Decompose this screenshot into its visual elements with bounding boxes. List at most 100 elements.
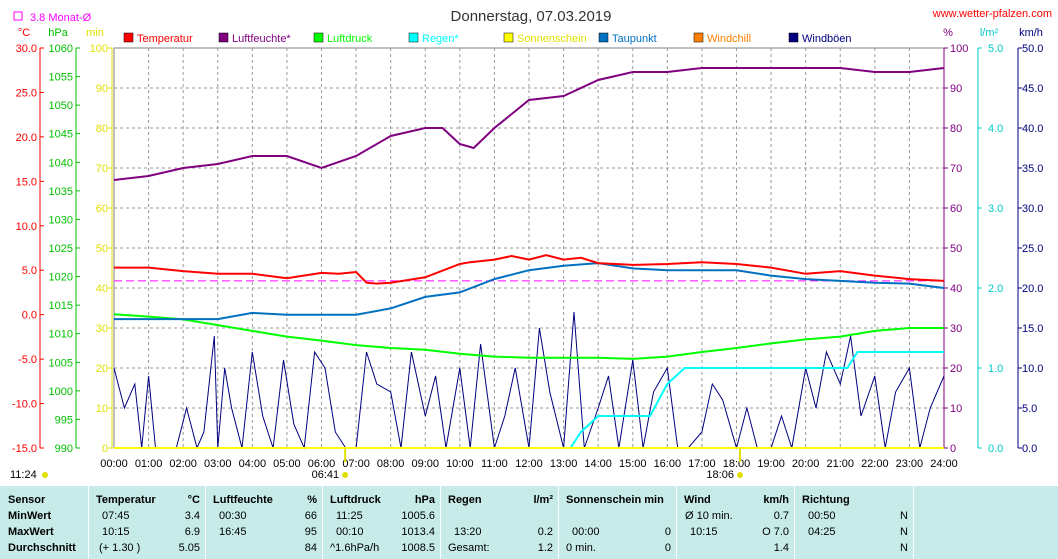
- x-tick-label: 00:00: [100, 458, 128, 470]
- daylength-icon: [42, 472, 48, 478]
- hdr-press-unit: hPa: [414, 494, 435, 506]
- hdr-hum-unit: %: [307, 494, 317, 506]
- press-max-time: 00:10: [336, 526, 364, 538]
- sun-total-val: 0: [664, 542, 671, 554]
- legend-label-windb-en: Windböen: [802, 33, 852, 45]
- hdr-wind-unit: km/h: [763, 494, 789, 506]
- axis-label-min: 90: [96, 83, 108, 95]
- stats-col-humidity: Luftfeuchte % 00:30 66 16:45 95 84: [205, 486, 323, 559]
- weather-chart: Donnerstag, 07.03.2019 www.wetter-pfalze…: [10, 8, 1052, 481]
- hdr-wind: Wind: [684, 494, 711, 506]
- legend-label-temperatur: Temperatur: [137, 33, 193, 45]
- axis-label-min: 10: [96, 403, 108, 415]
- x-tick-label: 13:00: [550, 458, 578, 470]
- wind-min-label: Ø 10 min.: [685, 510, 733, 522]
- x-tick-label: 12:00: [515, 458, 543, 470]
- unit-pct: %: [943, 27, 953, 39]
- press-avg-val: 1008.5: [401, 542, 435, 554]
- legend-swatch-windb-en: [788, 32, 799, 43]
- axis-label-min: 50: [96, 243, 108, 255]
- hum-max-time: 16:45: [219, 526, 247, 538]
- axis-label-kmh: 50.0: [1022, 43, 1043, 55]
- x-tick-label: 21:00: [826, 458, 854, 470]
- legend-swatch-sonnenschein: [503, 32, 514, 43]
- hdr-pressure: Luftdruck: [330, 494, 381, 506]
- wind-avg-val: 1.4: [773, 542, 789, 554]
- series-layer: [113, 67, 945, 450]
- sunset-icon: [736, 472, 743, 478]
- hdr-sun: Sonnenschein min: [566, 494, 664, 506]
- axis-label-hpa: 990: [55, 443, 73, 455]
- hum-min-time: 00:30: [219, 510, 247, 522]
- dir-max-val: N: [900, 526, 908, 538]
- stats-col-sun: Sonnenschein min 00:00 0 0 min. 0: [558, 486, 677, 559]
- stats-col-temp: Temperatur °C 07:45 3.4 10:15 6.9 (+ 1.3…: [88, 486, 206, 559]
- legend-swatch-temperatur: [123, 32, 134, 43]
- row-label-max: MaxWert: [8, 526, 54, 538]
- legend-swatch-regen: [408, 32, 419, 43]
- unit-kmh: km/h: [1019, 27, 1043, 39]
- x-tick-label: 19:00: [757, 458, 785, 470]
- axis-label-pct: 60: [950, 203, 962, 215]
- axis-label-rain: 1.0: [988, 363, 1003, 375]
- axis-label-temp: 0.0: [22, 310, 37, 322]
- stats-col-pressure: Luftdruck hPa 11:25 1005.6 00:10 1013.4 …: [322, 486, 441, 559]
- series-line-regen: [114, 351, 944, 449]
- axis-label-temp: -15.0: [12, 443, 37, 455]
- wind-max-time: 10:15: [690, 526, 718, 538]
- press-avg-trend: ^1.6hPa/h: [330, 542, 380, 554]
- legend-swatch-windchill: [693, 32, 704, 43]
- chart-title: Donnerstag, 07.03.2019: [451, 8, 612, 25]
- stats-col-sensor: Sensor MinWert MaxWert Durchschnitt: [0, 486, 88, 559]
- axis-label-hpa: 1040: [49, 157, 73, 169]
- axis-label-pct: 90: [950, 83, 962, 95]
- axis-label-min: 0: [102, 443, 108, 455]
- x-tick-label: 20:00: [792, 458, 820, 470]
- axis-label-hpa: 1050: [49, 100, 73, 112]
- stats-col-wind: Wind km/h Ø 10 min. 0.7 10:15 O 7.0 1.4: [676, 486, 795, 559]
- axis-label-temp: -10.0: [12, 399, 37, 411]
- sun-total-label: 0 min.: [566, 542, 596, 554]
- row-label-min: MinWert: [8, 510, 52, 522]
- axis-label-kmh: 0.0: [1022, 443, 1037, 455]
- x-tick-label: 22:00: [861, 458, 889, 470]
- axis-label-min: 30: [96, 323, 108, 335]
- axis-label-rain: 0.0: [988, 443, 1003, 455]
- temp-max-time: 10:15: [102, 526, 130, 538]
- rain-max-val: 0.2: [537, 526, 553, 538]
- temp-avg-time: (+ 1.30 ): [99, 542, 141, 554]
- monthly-avg-icon: [13, 11, 23, 21]
- axis-label-temp: 20.0: [16, 132, 37, 144]
- temp-avg-val: 5.05: [178, 542, 200, 554]
- x-tick-label: 23:00: [896, 458, 924, 470]
- daylength-label: 11:24: [10, 469, 37, 481]
- stats-col-direction: Richtung 00:50 N 04:25 N N: [794, 486, 914, 559]
- hdr-sensor: Sensor: [8, 494, 46, 506]
- sunset-time: 18:06: [706, 469, 734, 481]
- hum-min-val: 66: [304, 510, 317, 522]
- legend-label-windchill: Windchill: [707, 33, 751, 45]
- axis-label-hpa: 1020: [49, 272, 73, 284]
- x-tick-label: 07:00: [342, 458, 370, 470]
- stats-col-rain: Regen l/m² 13:20 0.2 Gesamt: 1.2: [440, 486, 559, 559]
- x-tick-label: 09:00: [411, 458, 439, 470]
- unit-min: min: [86, 27, 104, 39]
- unit-temp: °C: [18, 27, 30, 39]
- axis-label-pct: 10: [950, 403, 962, 415]
- press-max-val: 1013.4: [401, 526, 435, 538]
- axes: 30.0 25.0 20.0 15.0 10.0 5.0 0.0 -5.0 -10.0 -15.0…: [12, 43, 1044, 470]
- axis-label-pct: 70: [950, 163, 962, 175]
- temp-min-time: 07:45: [102, 510, 130, 522]
- hdr-temp: Temperatur: [96, 494, 156, 506]
- hdr-humidity: Luftfeuchte: [213, 494, 273, 506]
- grid: [113, 47, 945, 449]
- hdr-rain: Regen: [448, 494, 482, 506]
- rain-max-time: 13:20: [454, 526, 482, 538]
- x-tick-label: 24:00: [930, 458, 958, 470]
- dir-min-time: 00:50: [808, 510, 836, 522]
- axis-label-hpa: 1060: [49, 43, 73, 55]
- axis-label-kmh: 10.0: [1022, 363, 1043, 375]
- legend-label-sonnenschein: Sonnenschein: [517, 33, 587, 45]
- x-tick-label: 10:00: [446, 458, 474, 470]
- legend: Temperatur Luftfeuchte* Luftdruck Regen* Son…: [123, 32, 852, 45]
